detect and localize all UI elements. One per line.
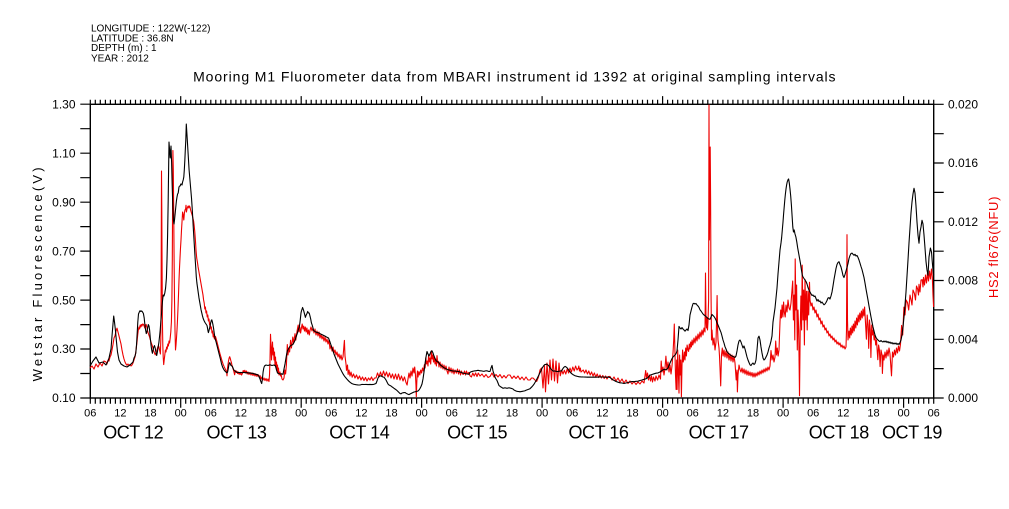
- svg-text:DEPTH (m) : 1: DEPTH (m) : 1: [91, 43, 157, 54]
- svg-text:18: 18: [867, 408, 879, 420]
- svg-text:Wetstar Fluorescence(V): Wetstar Fluorescence(V): [30, 164, 45, 381]
- svg-text:0.004: 0.004: [948, 332, 978, 346]
- svg-text:OCT 18: OCT 18: [809, 422, 869, 442]
- svg-text:0.000: 0.000: [948, 391, 978, 405]
- svg-text:06: 06: [446, 408, 458, 420]
- svg-text:0.008: 0.008: [948, 274, 978, 288]
- svg-text:06: 06: [325, 408, 337, 420]
- svg-text:YEAR : 2012: YEAR : 2012: [91, 53, 149, 64]
- svg-text:OCT 12: OCT 12: [103, 422, 163, 442]
- svg-text:18: 18: [626, 408, 638, 420]
- svg-text:00: 00: [777, 408, 789, 420]
- svg-text:06: 06: [928, 408, 940, 420]
- svg-text:0.50: 0.50: [52, 293, 76, 307]
- svg-text:0.30: 0.30: [52, 342, 76, 356]
- svg-text:0.90: 0.90: [52, 195, 76, 209]
- svg-text:LONGITUDE : 122W(-122): LONGITUDE : 122W(-122): [91, 23, 210, 34]
- svg-text:OCT 15: OCT 15: [447, 422, 507, 442]
- svg-text:0.020: 0.020: [948, 98, 978, 112]
- svg-text:00: 00: [897, 408, 909, 420]
- svg-text:OCT 13: OCT 13: [207, 422, 267, 442]
- svg-text:HS2 fl676(NFU): HS2 fl676(NFU): [986, 196, 1001, 298]
- svg-text:OCT 17: OCT 17: [689, 422, 749, 442]
- svg-text:06: 06: [687, 408, 699, 420]
- svg-text:06: 06: [205, 408, 217, 420]
- svg-text:LATITUDE : 36.8N: LATITUDE : 36.8N: [91, 33, 174, 44]
- svg-text:06: 06: [566, 408, 578, 420]
- svg-text:06: 06: [807, 408, 819, 420]
- svg-text:12: 12: [235, 408, 247, 420]
- svg-text:00: 00: [175, 408, 187, 420]
- svg-text:00: 00: [656, 408, 668, 420]
- svg-text:0.016: 0.016: [948, 156, 978, 170]
- svg-text:12: 12: [355, 408, 367, 420]
- svg-text:12: 12: [114, 408, 126, 420]
- svg-text:18: 18: [265, 408, 277, 420]
- svg-text:00: 00: [536, 408, 548, 420]
- svg-text:0.70: 0.70: [52, 244, 76, 258]
- svg-text:Mooring M1 Fluorometer data fr: Mooring M1 Fluorometer data from MBARI i…: [193, 69, 836, 85]
- svg-text:18: 18: [747, 408, 759, 420]
- svg-text:00: 00: [415, 408, 427, 420]
- svg-text:12: 12: [837, 408, 849, 420]
- svg-text:00: 00: [295, 408, 307, 420]
- svg-text:06: 06: [84, 408, 96, 420]
- svg-text:OCT 16: OCT 16: [569, 422, 629, 442]
- svg-text:OCT 19: OCT 19: [882, 422, 942, 442]
- svg-text:18: 18: [506, 408, 518, 420]
- svg-text:12: 12: [596, 408, 608, 420]
- svg-text:OCT 14: OCT 14: [329, 422, 389, 442]
- svg-text:18: 18: [385, 408, 397, 420]
- svg-text:0.012: 0.012: [948, 215, 978, 229]
- svg-text:18: 18: [144, 408, 156, 420]
- svg-text:12: 12: [717, 408, 729, 420]
- svg-text:12: 12: [476, 408, 488, 420]
- svg-text:0.10: 0.10: [52, 391, 76, 405]
- svg-text:1.30: 1.30: [52, 98, 76, 112]
- svg-text:1.10: 1.10: [52, 146, 76, 160]
